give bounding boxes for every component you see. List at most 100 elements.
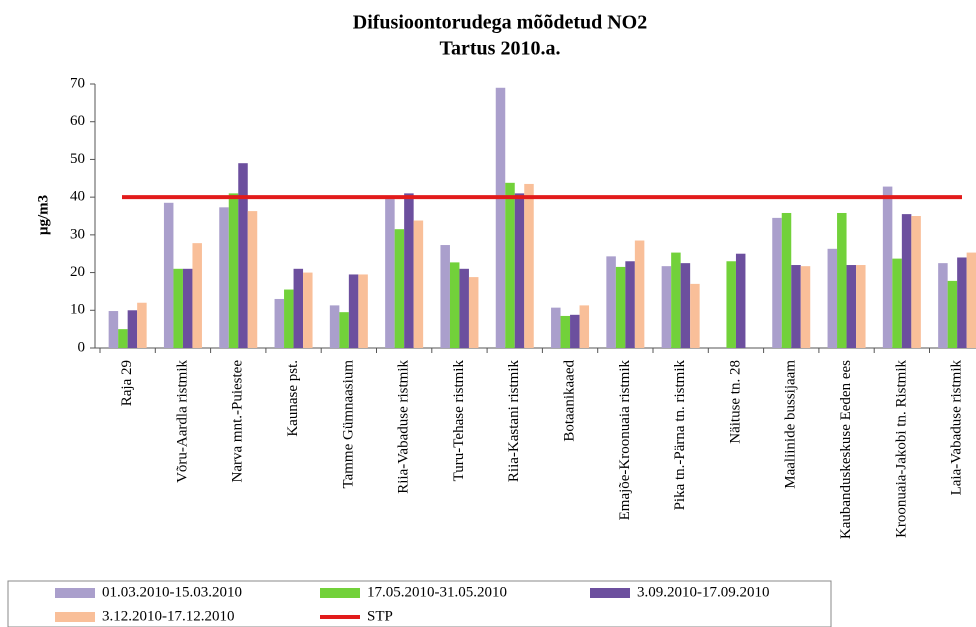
bar [634,240,645,348]
bar [127,310,138,348]
legend-label: 3.09.2010-17.09.2010 [637,584,770,600]
bar [957,257,967,348]
y-tick-label: 60 [70,113,85,129]
bar [837,212,847,348]
bar [385,199,395,348]
x-tick-label: Riia-Vabaduse ristmik [396,360,412,494]
bar [735,253,746,348]
legend-swatch [55,588,95,598]
bar [192,243,202,348]
chart-title: Tartus 2010.a. [440,38,561,60]
x-tick-label: Emajõe-Kroonuaia ristmik [617,360,633,521]
bar [228,193,239,348]
bar [219,207,229,348]
bar [781,212,792,348]
y-tick-label: 10 [70,302,85,318]
y-axis-title: µg/m3 [35,195,51,235]
bar [329,305,340,348]
bar [901,214,912,348]
bar [827,248,838,348]
bar [560,315,571,348]
x-tick-label: Botaanikaaed [561,360,577,442]
x-tick-label: Raja 29 [119,360,135,406]
x-tick-label: Turu-Tehase ristmik [451,360,467,482]
bar [449,262,460,348]
bar [606,256,616,348]
bar [947,280,958,348]
bar [173,268,183,348]
bar [238,163,248,348]
bar [459,268,469,348]
bar [505,182,515,348]
bar [303,272,313,348]
bar [163,202,174,348]
legend-swatch [55,612,95,622]
y-tick-label: 70 [70,75,85,91]
bar [680,263,691,348]
bar [413,220,424,348]
x-tick-label: Näituse tn. 28 [727,360,743,444]
x-tick-label: Kaubanduskeskuse Eeden ees [838,360,854,539]
legend-box [7,580,832,627]
legend-label: 01.03.2010-15.03.2010 [102,584,242,600]
x-tick-label: Tamme Gümnaasium [340,360,356,489]
bar [911,216,921,348]
x-tick-label: Kroonuaia-Jakobi tn. Ristmik [893,360,909,538]
bar [108,311,119,348]
bar [846,265,857,348]
bar [348,274,359,348]
x-tick-label: Pika tn.-Pärna tn. ristmik [672,360,688,511]
y-tick-label: 40 [70,189,85,205]
bar [800,266,811,348]
bar [284,289,294,348]
bar [440,245,450,348]
x-tick-label: Riia-Kastani ristmik [506,360,522,483]
bar [358,274,368,348]
bar [182,268,193,348]
bar [137,302,147,348]
bar [339,312,349,348]
bar [118,329,128,348]
legend-swatch [590,588,630,598]
legend-label: 17.05.2010-31.05.2010 [367,584,507,600]
bar [404,193,414,348]
bar [247,211,258,348]
bar [468,277,479,348]
bar [966,252,976,348]
y-tick-label: 20 [70,264,85,280]
x-tick-label: Laia-Vabaduse ristmik [949,360,965,496]
bar [791,265,801,348]
y-tick-label: 50 [70,151,85,167]
x-tick-label: Narva mnt.-Puiestee [230,360,246,483]
bar [579,305,590,348]
bar [394,229,405,348]
bar [882,186,893,348]
y-tick-label: 0 [78,339,86,355]
bar [892,258,902,348]
bar [625,261,635,348]
bar [615,266,626,348]
bar [690,283,700,348]
bar [726,261,736,348]
x-tick-label: Võru-Aardla ristmik [174,360,190,483]
x-tick-label: Maaliinide bussijaam [783,360,799,489]
bar [938,263,948,348]
bar [514,193,525,348]
bar [551,307,561,348]
bar [570,314,580,348]
bar [661,266,672,348]
chart-title: Difusioontorudega mõõdetud NO2 [353,12,647,34]
legend-swatch [320,588,360,598]
bar [524,183,534,348]
bar [772,217,782,348]
x-tick-label: Kaunase pst. [285,360,301,437]
bar [293,268,304,348]
bar [495,87,506,349]
bar [671,252,681,348]
y-tick-label: 30 [70,226,85,242]
bar [274,298,285,348]
legend-label: 3.12.2010-17.12.2010 [102,608,235,624]
bar [856,265,866,348]
legend-label: STP [367,608,393,624]
